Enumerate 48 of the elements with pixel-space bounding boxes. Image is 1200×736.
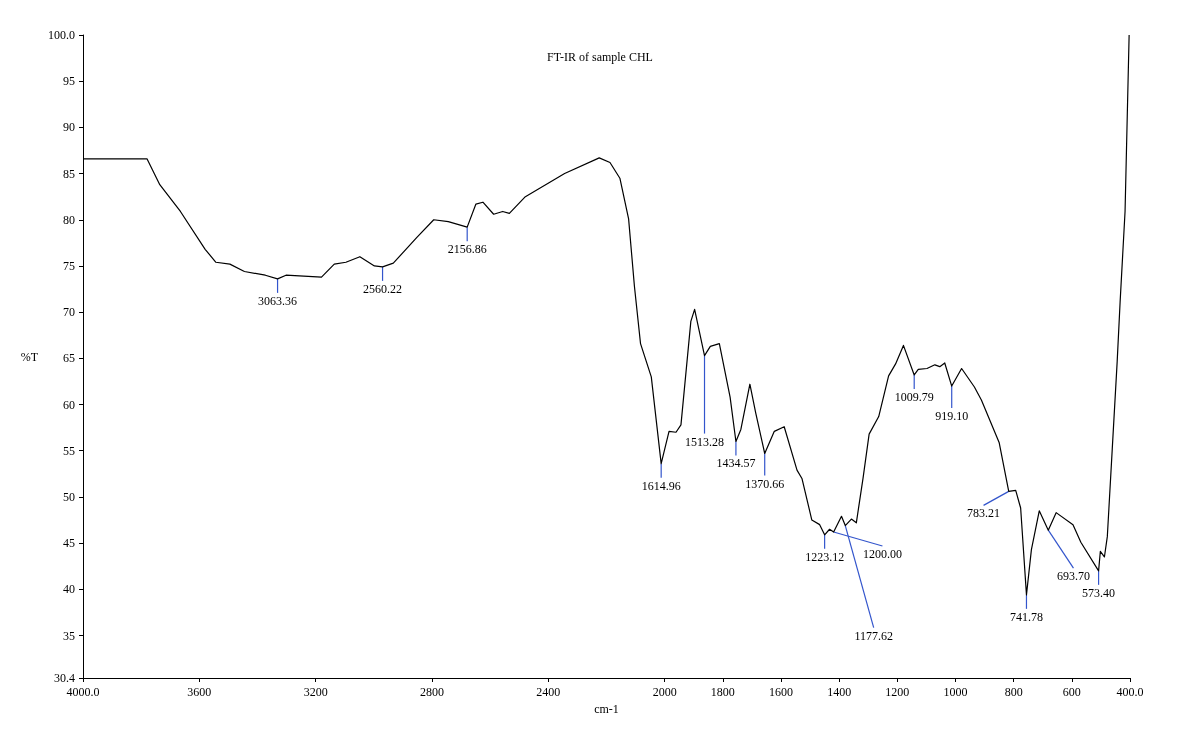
- annotation: 741.78: [1009, 609, 1043, 624]
- x-tick-label: 1600: [769, 685, 793, 699]
- y-tick-label: 60: [63, 397, 75, 412]
- y-tick-label: 30.4: [54, 671, 75, 685]
- x-tick-label: 1000: [943, 685, 968, 699]
- annotation: 1200.00: [862, 547, 902, 562]
- y-axis-title: %T: [20, 349, 39, 364]
- annotation: 1434.57: [716, 456, 756, 471]
- annotation: 783.21: [967, 506, 1001, 521]
- y-tick-label: 100.0: [48, 28, 75, 42]
- x-tick-label: 3600: [187, 685, 212, 699]
- x-tick-label: 2800: [420, 685, 444, 699]
- annotation: 1223.12: [805, 549, 845, 564]
- annotation: 3063.36: [258, 293, 298, 308]
- y-tick-label: 80: [63, 212, 75, 227]
- annotation: 1513.28: [685, 434, 725, 449]
- x-tick-label: 2000: [652, 685, 677, 699]
- x-tick-label: 800: [1004, 685, 1023, 699]
- y-tick-label: 75: [63, 258, 75, 273]
- annotation: 1614.96: [641, 478, 681, 493]
- y-tick-label: 65: [63, 351, 75, 366]
- annotation: 1370.66: [745, 476, 785, 491]
- annotation: 1009.79: [894, 389, 934, 404]
- y-tick-label: 95: [63, 74, 75, 89]
- x-tick-label: 1200: [885, 685, 910, 699]
- annotation: 693.70: [1056, 569, 1090, 584]
- x-tick-label: 600: [1062, 685, 1081, 699]
- annotation: 2560.22: [363, 281, 403, 296]
- y-tick-label: 45: [63, 536, 75, 551]
- x-tick-label: 1400: [827, 685, 852, 699]
- annotation: 919.10: [935, 409, 969, 424]
- y-tick-label: 35: [63, 628, 75, 643]
- y-tick-label: 50: [63, 489, 75, 504]
- annotation: 1177.62: [854, 628, 893, 643]
- y-tick-label: 90: [63, 120, 75, 135]
- annotation: 2156.86: [447, 242, 487, 257]
- annotation: 573.40: [1082, 585, 1116, 600]
- x-tick-label: 400.0: [1116, 685, 1144, 699]
- y-tick-label: 85: [63, 166, 75, 181]
- x-tick-label: 3200: [303, 685, 328, 699]
- x-tick-label: 4000.0: [66, 685, 100, 699]
- y-tick-label: 55: [63, 443, 75, 458]
- x-tick-label: 1800: [710, 685, 735, 699]
- text: FT-IR of sample CHL: [547, 50, 653, 64]
- x-tick-label: 2400: [536, 685, 561, 699]
- y-tick-label: 70: [63, 305, 75, 320]
- y-tick-label: 40: [63, 582, 75, 597]
- x-axis-title: cm-1: [594, 701, 619, 716]
